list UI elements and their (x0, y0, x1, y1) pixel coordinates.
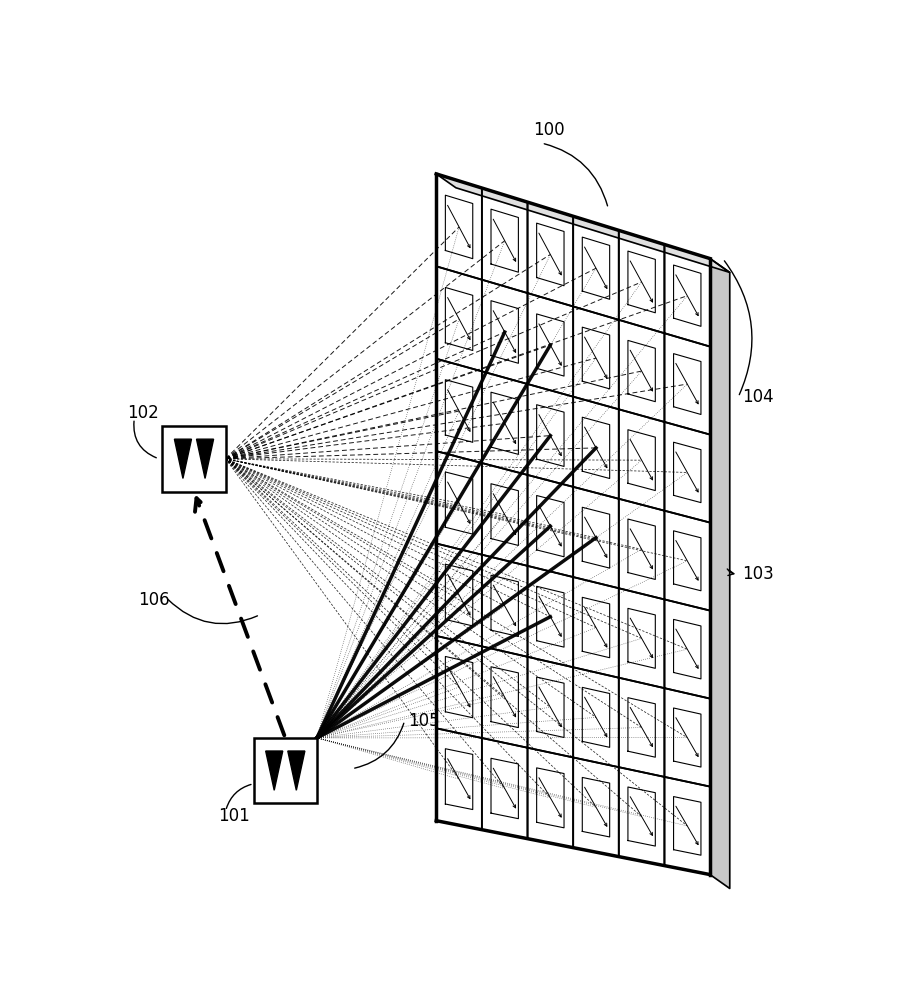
Text: 102: 102 (127, 404, 159, 422)
Polygon shape (710, 259, 729, 888)
Text: 101: 101 (218, 807, 250, 825)
Text: 104: 104 (742, 388, 774, 406)
Text: 106: 106 (138, 591, 169, 609)
Bar (254, 738, 317, 803)
Polygon shape (175, 439, 191, 478)
Polygon shape (288, 751, 304, 790)
Text: 103: 103 (742, 565, 774, 583)
Text: 100: 100 (533, 121, 564, 139)
Polygon shape (197, 439, 214, 478)
Bar (162, 426, 226, 492)
Polygon shape (437, 174, 729, 272)
Polygon shape (265, 751, 283, 790)
Text: 105: 105 (408, 712, 439, 730)
